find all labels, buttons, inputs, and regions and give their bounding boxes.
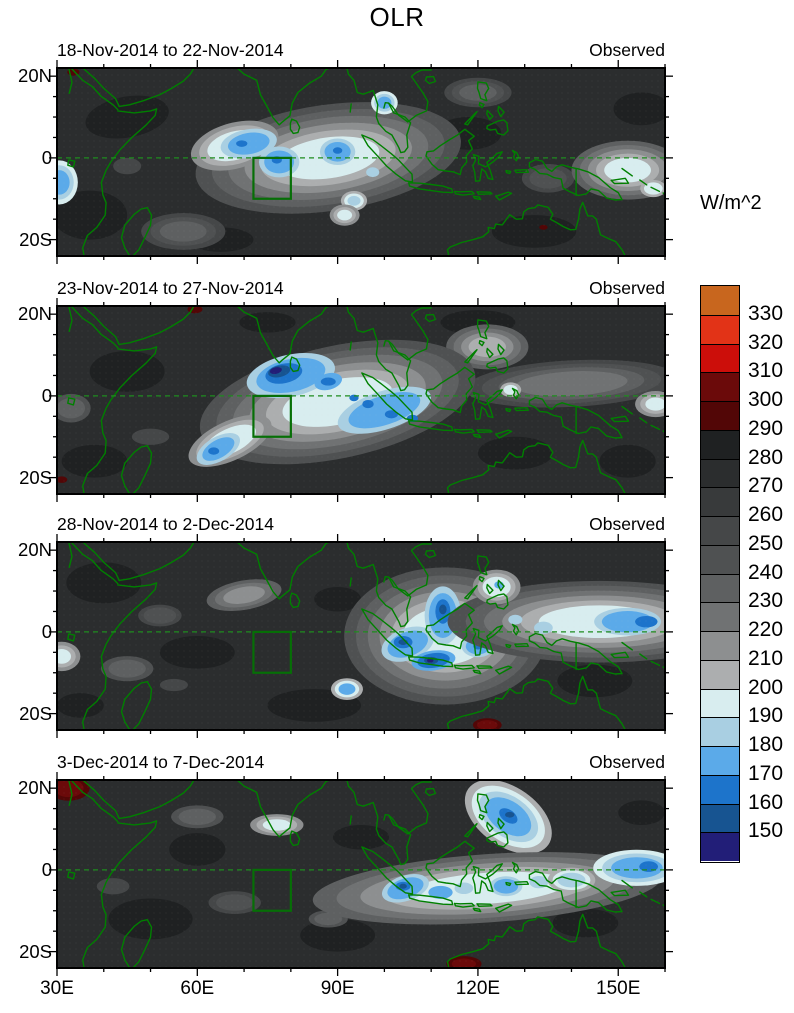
colorbar-cell (701, 401, 739, 430)
colorbar-cell (701, 286, 739, 315)
colorbar-cell (701, 602, 739, 631)
panel-3-subtitle: 28-Nov-2014 to 2-Dec-2014 Observed (57, 513, 665, 535)
y-tick-label: 0 (41, 384, 52, 406)
panel-3-observed-tag: Observed (589, 514, 665, 534)
panel-3-date-range: 28-Nov-2014 to 2-Dec-2014 (57, 514, 274, 534)
y-tick-label: 20S (19, 228, 52, 250)
coastlines (67, 542, 665, 730)
colorbar-tick-label: 210 (748, 646, 784, 670)
y-tick-label: 20N (18, 777, 52, 799)
panel-4-observed-tag: Observed (589, 752, 665, 772)
colorbar-cell (701, 832, 739, 861)
colorbar-unit-label: W/m^2 (700, 192, 762, 214)
y-tick-label: 0 (41, 858, 52, 880)
coastlines (67, 68, 665, 256)
panel-1-observed-tag: Observed (589, 40, 665, 60)
colorbar-cell (701, 429, 739, 459)
panel-4-date-range: 3-Dec-2014 to 7-Dec-2014 (57, 752, 265, 772)
panel-frame (56, 305, 666, 495)
y-tick-label: 0 (41, 620, 52, 642)
olr-field (57, 306, 665, 494)
x-tick-label: 120E (455, 978, 501, 999)
map-panel-3 (49, 534, 673, 738)
panel-frame (56, 67, 666, 257)
y-tick-label: 20S (19, 466, 52, 488)
figure-title: OLR (369, 2, 425, 32)
index-box (252, 630, 292, 674)
colorbar-cell (701, 458, 739, 488)
panel-1-date-range: 18-Nov-2014 to 22-Nov-2014 (57, 40, 284, 60)
colorbar-cell (701, 717, 739, 746)
panel-frame (56, 541, 666, 731)
colorbar-tick-label: 200 (748, 675, 784, 699)
colorbar-cell (701, 573, 739, 603)
colorbar-tick-label: 270 (748, 474, 784, 498)
coastlines (67, 780, 665, 968)
colorbar-cell (701, 631, 739, 660)
y-tick-label: 20S (19, 702, 52, 724)
y-tick-label: 20N (18, 65, 52, 87)
colorbar-tick-label: 260 (748, 503, 784, 526)
colorbar-tick-label: 320 (748, 330, 784, 354)
colorbar-tick-label: 160 (748, 790, 784, 814)
colorbar-tick-label: 310 (748, 359, 784, 383)
map-panel-2 (49, 298, 673, 502)
colorbar-tick-label: 240 (748, 560, 784, 584)
panel-2-observed-tag: Observed (589, 278, 665, 298)
colorbar-tick-label: 250 (748, 531, 784, 555)
panel-2-subtitle: 23-Nov-2014 to 27-Nov-2014 Observed (57, 277, 665, 299)
colorbar-tick-label: 170 (748, 761, 784, 785)
olr-field (57, 780, 665, 968)
x-tick-label: 150E (596, 978, 641, 999)
colorbar-tick-label: 190 (748, 704, 784, 728)
colorbar-cell (701, 774, 739, 804)
index-box (252, 394, 292, 438)
colorbar-cell (701, 688, 739, 718)
index-box (252, 156, 292, 200)
panel-1-subtitle: 18-Nov-2014 to 22-Nov-2014 Observed (57, 39, 665, 61)
y-tick-label: 20N (18, 539, 52, 561)
colorbar-cell (701, 487, 739, 516)
colorbar-cell (701, 314, 739, 344)
colorbar-tick-label: 220 (748, 618, 784, 641)
panel-4-subtitle: 3-Dec-2014 to 7-Dec-2014 Observed (57, 751, 665, 773)
olr-field (57, 68, 665, 256)
axis-ticks (49, 60, 673, 264)
map-panel-4 (49, 772, 673, 976)
y-tick-label: 20N (18, 303, 52, 325)
x-tick-label: 30E (40, 978, 74, 999)
colorbar-tick-label: 180 (748, 733, 784, 756)
colorbar-cell (701, 746, 739, 775)
colorbar-cell (701, 343, 739, 373)
x-tick-label: 90E (320, 978, 355, 999)
panel-2-date-range: 23-Nov-2014 to 27-Nov-2014 (57, 278, 284, 298)
colorbar-tick-label: 230 (748, 589, 784, 613)
colorbar-cell (701, 803, 739, 833)
axis-ticks (49, 534, 673, 738)
index-box (252, 868, 292, 912)
y-tick-label: 20S (19, 940, 52, 962)
colorbar-tick-label: 290 (748, 416, 784, 440)
colorbar-cell (701, 516, 739, 545)
panel-frame (56, 779, 666, 969)
x-tick-label: 60E (180, 978, 215, 999)
colorbar-cell (701, 544, 739, 574)
y-tick-label: 0 (41, 146, 52, 168)
colorbar-tick-label: 280 (748, 445, 784, 469)
axis-ticks (49, 298, 673, 502)
colorbar (700, 285, 740, 863)
colorbar-tick-label: 300 (748, 388, 784, 411)
map-panel-1 (49, 60, 673, 264)
colorbar-tick-label: 330 (748, 301, 784, 325)
colorbar-tick-label: 150 (748, 819, 784, 843)
coastlines (67, 306, 665, 494)
olr-field (57, 542, 665, 730)
colorbar-cell (701, 372, 739, 401)
axis-ticks (49, 772, 673, 976)
colorbar-cell (701, 659, 739, 689)
